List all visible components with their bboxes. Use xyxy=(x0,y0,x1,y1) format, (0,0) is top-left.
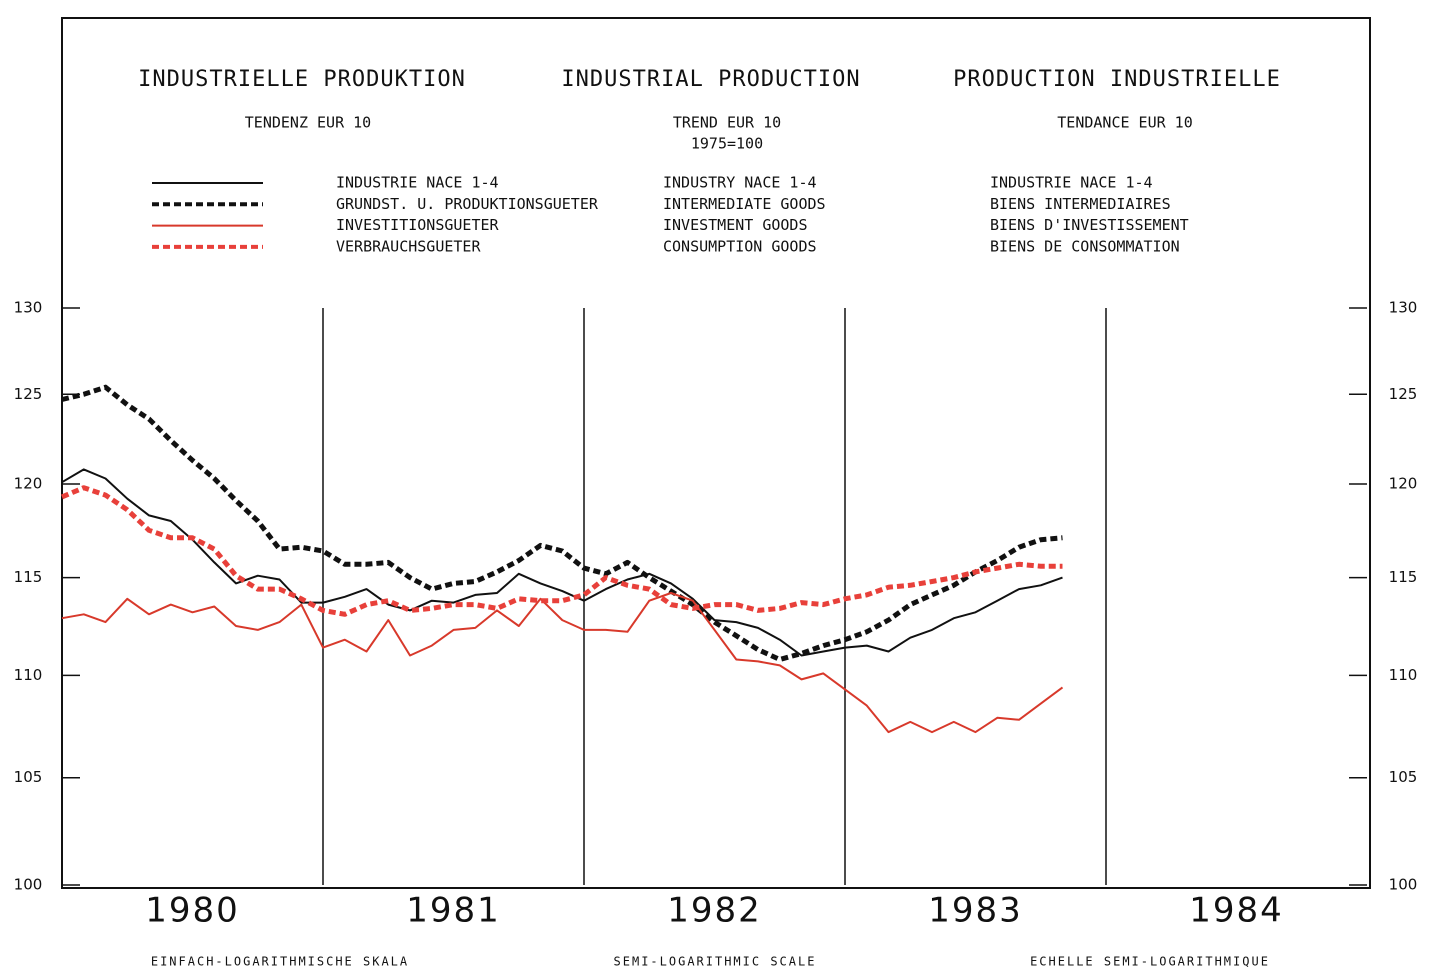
base-note: 1975=100 xyxy=(691,135,763,153)
subtitle: TREND EUR 10 xyxy=(673,114,781,132)
footer: ECHELLE SEMI-LOGARITHMIQUE xyxy=(1030,955,1270,969)
y2-tick-label: 120 xyxy=(1389,475,1418,493)
y-tick-label: 105 xyxy=(14,768,43,786)
legend-label: BIENS D'INVESTISSEMENT xyxy=(990,216,1189,234)
series-line xyxy=(61,592,1064,734)
y2-tick-label: 110 xyxy=(1389,666,1418,684)
legend-label: GRUNDST. U. PRODUKTIONSGUETER xyxy=(336,195,599,213)
series-line xyxy=(61,384,1063,662)
y-tick-label: 110 xyxy=(14,666,43,684)
y-tick-label: 100 xyxy=(14,876,43,894)
subtitle: TENDENZ EUR 10 xyxy=(245,114,371,132)
y2-tick-label: 130 xyxy=(1389,299,1418,317)
y2-tick-label: 100 xyxy=(1389,876,1418,894)
legend-label: BIENS DE CONSOMMATION xyxy=(990,237,1180,255)
legend-label: INDUSTRIE NACE 1-4 xyxy=(336,174,499,192)
frame xyxy=(61,17,1371,889)
y2-tick-label: 125 xyxy=(1389,385,1418,403)
y2-tick-label: 105 xyxy=(1389,768,1418,786)
title: INDUSTRIELLE PRODUKTION xyxy=(138,67,466,92)
y-tick-label: 120 xyxy=(14,475,43,493)
x-tick-label: 1981 xyxy=(406,891,501,931)
y-tick-label: 125 xyxy=(14,385,43,403)
legend-label: INVESTITIONSGUETER xyxy=(336,216,500,234)
x-tick-label: 1980 xyxy=(145,891,240,931)
y-tick-label: 130 xyxy=(14,299,43,317)
legend-label: CONSUMPTION GOODS xyxy=(663,237,817,255)
subtitle: TENDANCE EUR 10 xyxy=(1057,114,1192,132)
legend-label: INTERMEDIATE GOODS xyxy=(663,195,826,213)
legend-label: INDUSTRIE NACE 1-4 xyxy=(990,174,1153,192)
x-tick-label: 1982 xyxy=(667,891,762,931)
legend-label: VERBRAUCHSGUETER xyxy=(336,237,481,255)
title: PRODUCTION INDUSTRIELLE xyxy=(953,67,1281,92)
x-tick-label: 1984 xyxy=(1189,891,1284,931)
footer: EINFACH-LOGARITHMISCHE SKALA xyxy=(151,955,409,969)
y2-tick-label: 115 xyxy=(1389,568,1418,586)
series-line xyxy=(61,468,1063,657)
title: INDUSTRIAL PRODUCTION xyxy=(561,67,860,92)
y-tick-label: 115 xyxy=(14,568,43,586)
legend-label: BIENS INTERMEDIAIRES xyxy=(990,195,1171,213)
legend-label: INVESTMENT GOODS xyxy=(663,216,808,234)
footer: SEMI-LOGARITHMIC SCALE xyxy=(614,955,817,969)
x-tick-label: 1983 xyxy=(928,891,1023,931)
legend-label: INDUSTRY NACE 1-4 xyxy=(663,174,817,192)
